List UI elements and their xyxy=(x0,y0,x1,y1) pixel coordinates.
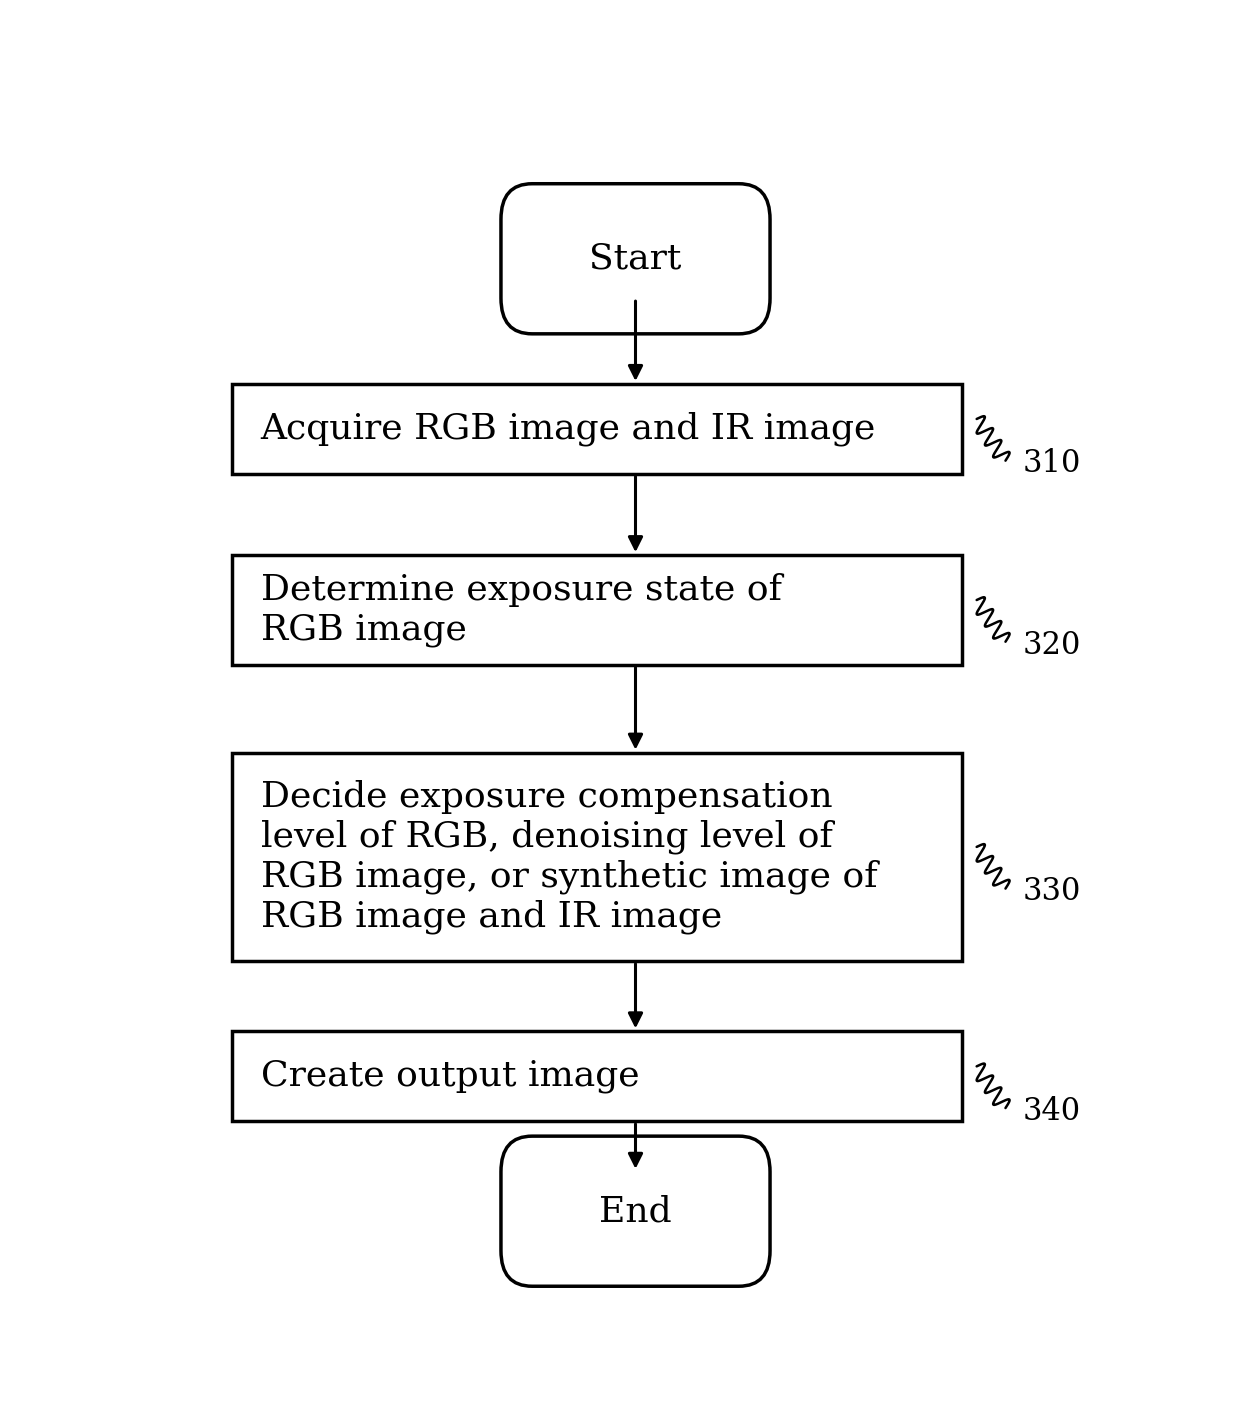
Text: 340: 340 xyxy=(1023,1096,1081,1127)
Text: 330: 330 xyxy=(1023,876,1081,908)
Text: End: End xyxy=(599,1194,672,1228)
Text: Acquire RGB image and IR image: Acquire RGB image and IR image xyxy=(260,412,877,446)
FancyBboxPatch shape xyxy=(501,184,770,333)
Text: Create output image: Create output image xyxy=(260,1059,640,1093)
Text: 310: 310 xyxy=(1023,449,1081,479)
FancyBboxPatch shape xyxy=(232,556,962,664)
FancyBboxPatch shape xyxy=(232,1032,962,1121)
FancyBboxPatch shape xyxy=(232,752,962,960)
FancyBboxPatch shape xyxy=(501,1136,770,1287)
Text: 320: 320 xyxy=(1023,630,1081,661)
Text: Determine exposure state of
RGB image: Determine exposure state of RGB image xyxy=(260,573,781,647)
FancyBboxPatch shape xyxy=(232,383,962,475)
Text: Decide exposure compensation
level of RGB, denoising level of
RGB image, or synt: Decide exposure compensation level of RG… xyxy=(260,779,878,933)
Text: Start: Start xyxy=(589,242,682,276)
